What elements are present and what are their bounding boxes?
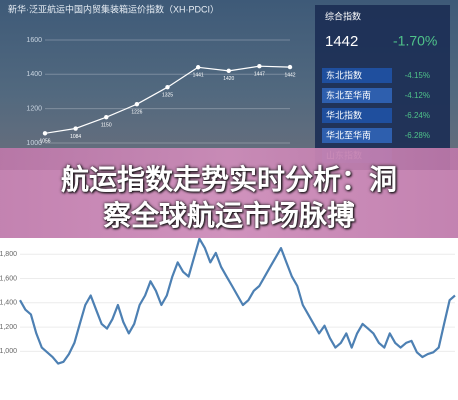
panel-row-label-bg	[322, 88, 392, 103]
value-label: 1150	[101, 123, 112, 129]
panel-change: -1.70%	[393, 33, 437, 49]
value-label: 1441	[193, 73, 204, 79]
line-series	[19, 237, 456, 365]
y-tick-label: 1400	[26, 71, 42, 78]
y-tick-label: 1200	[26, 105, 42, 112]
y-tick-label: 1,800	[0, 251, 17, 258]
side-panel	[315, 5, 450, 170]
panel-row-change: -4.15%	[405, 71, 430, 80]
panel-row-label-bg	[322, 108, 392, 123]
panel-row-label-bg	[322, 128, 392, 143]
point	[287, 64, 293, 70]
panel-row-name: 华北至华南	[326, 129, 371, 140]
panel-title: 综合指数	[325, 10, 361, 21]
y-tick-label: 1,200	[0, 324, 17, 331]
value-label: 1442	[284, 72, 295, 78]
value-label: 1084	[70, 134, 81, 140]
point	[165, 84, 170, 90]
panel-row-change: -6.24%	[405, 111, 430, 120]
banner-title: 航运指数走势实时分析：洞察全球航运市场脉搏	[60, 164, 397, 231]
y-tick-label: 1000	[26, 140, 42, 147]
point	[73, 126, 78, 131]
banner: 航运指数走势实时分析：洞察全球航运市场脉搏	[0, 148, 458, 238]
panel-row-change: -6.28%	[405, 131, 430, 140]
point	[42, 131, 48, 136]
point	[226, 68, 231, 74]
value-label: 1420	[223, 76, 234, 82]
y-tick-label: 1,600	[0, 275, 17, 282]
value-label: 1447	[254, 72, 265, 78]
value-label: 1226	[131, 109, 142, 115]
y-tick-label: 1600	[26, 37, 42, 44]
y-tick-label: 1,000	[0, 348, 17, 355]
panel-row-name: 华北指数	[326, 109, 362, 120]
point	[195, 65, 201, 70]
panel-row-change: -4.12%	[405, 91, 430, 100]
point	[257, 64, 262, 69]
value-label: 1325	[162, 92, 173, 98]
lower-chart-bg	[0, 236, 458, 400]
top-chart-title: 新华·泛亚航运中国内贸集装箱运价指数（XH·PDCI）	[8, 3, 219, 14]
y-tick-label: 1,400	[0, 300, 17, 307]
value-label: 1056	[39, 139, 50, 145]
point	[104, 115, 109, 120]
panel-row-name: 东北指数	[326, 69, 362, 80]
panel-value: 1442	[325, 33, 358, 50]
point	[134, 101, 140, 107]
panel-row-label-bg	[322, 68, 392, 83]
panel-row-name: 东北至华南	[326, 89, 371, 100]
